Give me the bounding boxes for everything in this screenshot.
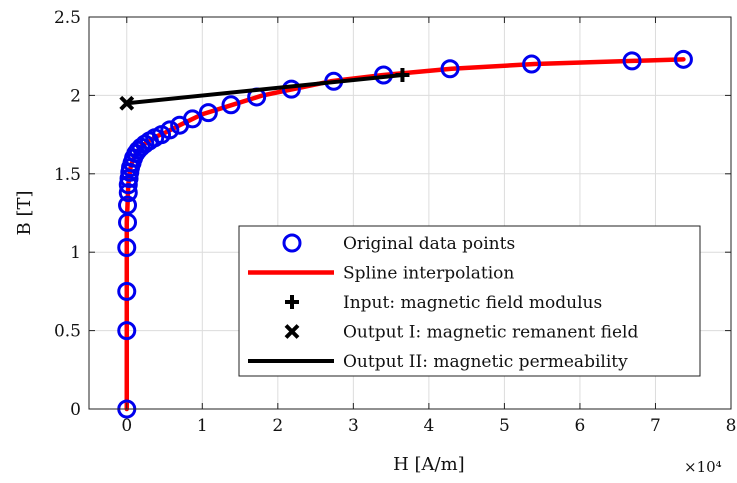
- original-data-point: [117, 237, 137, 257]
- x-tick-label: 3: [348, 416, 359, 436]
- axes-box: [88, 16, 732, 410]
- legend-label: Output I: magnetic remanent field: [343, 323, 638, 343]
- legend-cross-icon: [284, 324, 300, 339]
- original-data-point: [118, 183, 138, 203]
- x-tick-label: 5: [499, 416, 510, 436]
- magnetic-field-modulus-marker: [395, 68, 410, 83]
- y-tick-label: 2: [70, 86, 81, 106]
- original-data-point: [118, 195, 138, 215]
- y-tick-label: 0.5: [54, 322, 81, 342]
- legend-plus-icon: [285, 295, 299, 309]
- legend-label: Spline interpolation: [343, 264, 514, 284]
- magnetic-permeability-line: [126, 73, 403, 106]
- legend-label: Output II: magnetic permeability: [343, 352, 628, 372]
- original-data-point: [182, 109, 202, 129]
- legend-label: Original data points: [343, 234, 515, 254]
- original-data-point: [440, 59, 460, 79]
- y-axis-label: B [T]: [14, 191, 35, 236]
- y-tick-label: 1.5: [54, 165, 81, 185]
- original-data-point: [622, 51, 642, 71]
- original-data-point: [118, 175, 138, 195]
- x-tick-label: 1: [197, 416, 208, 436]
- original-data-point: [117, 281, 137, 301]
- original-data-point: [117, 321, 137, 341]
- original-data-point: [522, 54, 542, 74]
- x-tick-label: 0: [121, 416, 132, 436]
- x-tick-label: 7: [650, 416, 661, 436]
- original-data-point: [160, 120, 180, 140]
- axis-ticks: 0 1 2 3 4 5 6 7 8 0 0.5 1 1.5 2 2.5: [54, 8, 736, 436]
- y-tick-label: 0: [70, 400, 81, 420]
- x-tick-label: 8: [726, 416, 737, 436]
- magnetic-remanent-field-marker: [119, 95, 135, 111]
- x-axis-label: H [A/m]: [393, 454, 465, 475]
- legend: Original data points Spline interpolation…: [238, 225, 701, 377]
- x-tick-label: 4: [423, 416, 434, 436]
- plot-area: [117, 49, 693, 419]
- x-tick-label: 2: [272, 416, 283, 436]
- x-axis-exponent: ×10⁴: [684, 458, 722, 476]
- legend-label: Input: magnetic field modulus: [343, 293, 602, 313]
- legend-circle-icon: [282, 233, 302, 253]
- legend-box: [238, 225, 701, 377]
- y-tick-label: 1: [70, 243, 81, 263]
- original-data-point: [673, 49, 693, 69]
- original-data-point: [221, 95, 241, 115]
- y-tick-label: 2.5: [54, 8, 81, 28]
- x-tick-label: 6: [575, 416, 586, 436]
- original-data-point: [198, 103, 218, 123]
